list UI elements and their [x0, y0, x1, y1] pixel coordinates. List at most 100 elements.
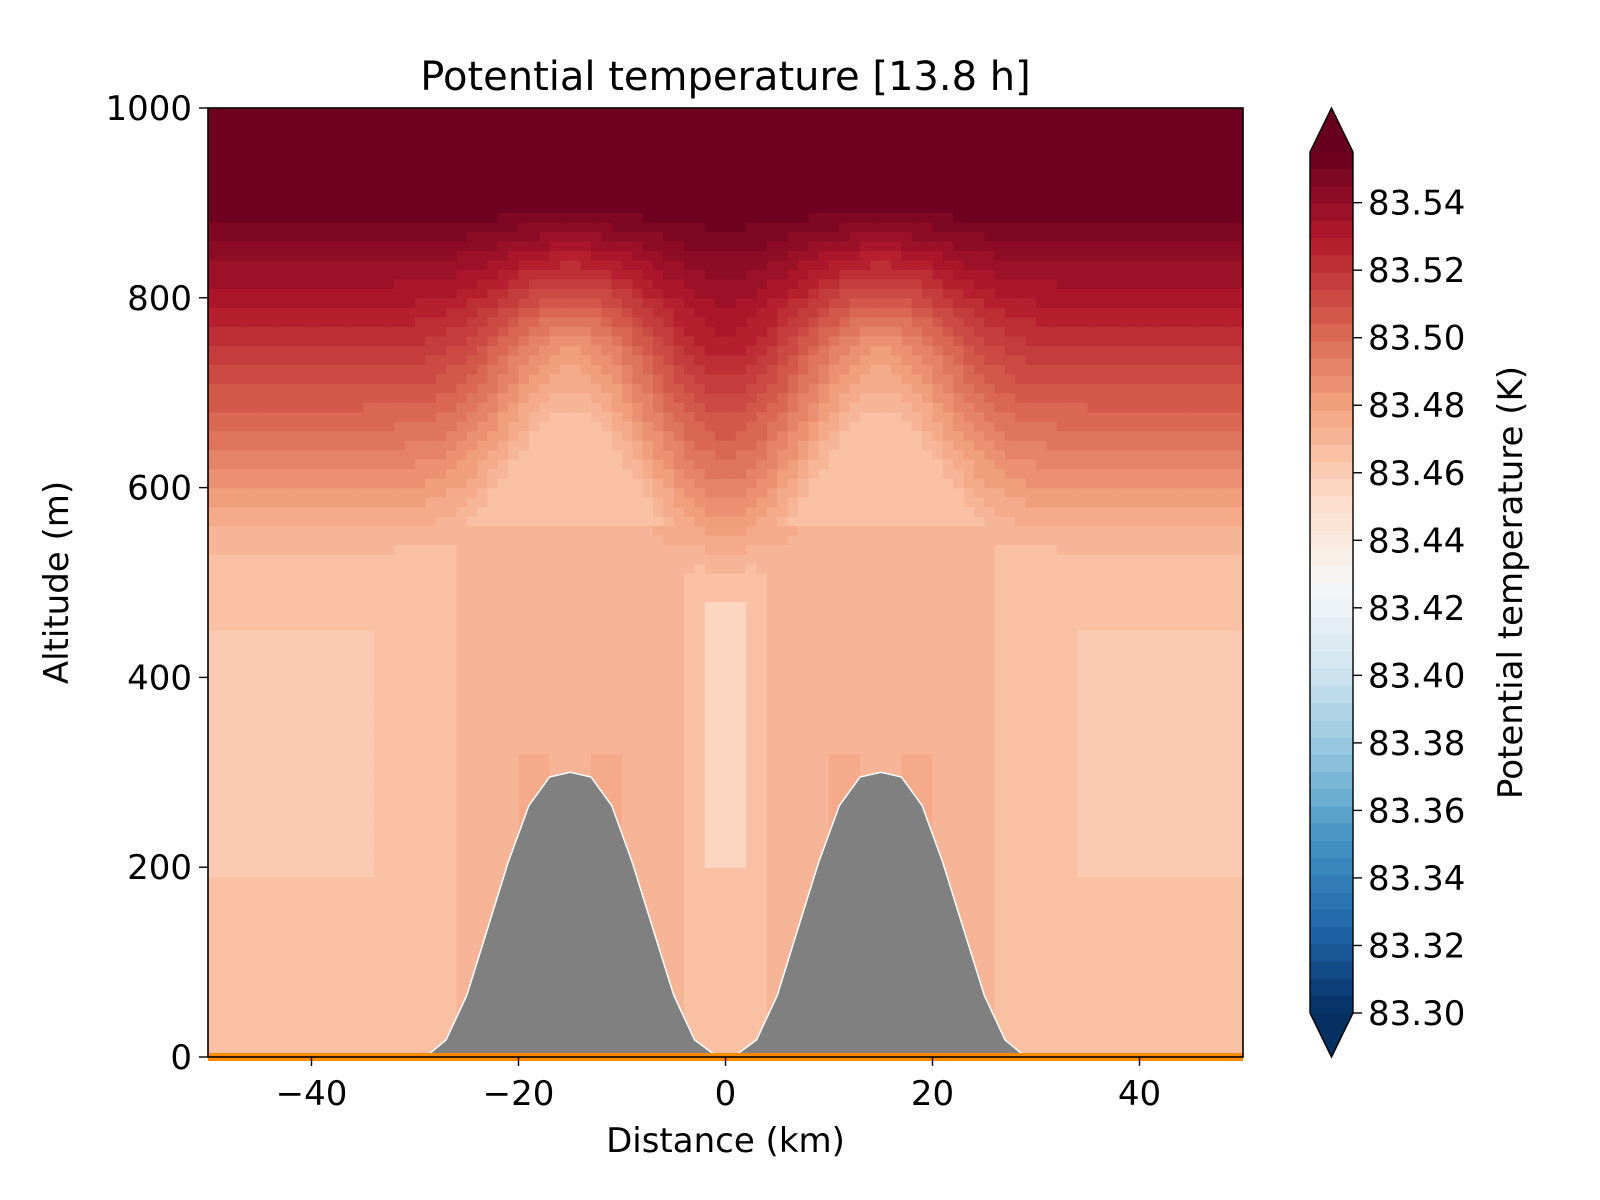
- field-cell: [373, 962, 385, 973]
- field-cell: [694, 307, 706, 318]
- field-cell: [684, 326, 696, 337]
- field-cell: [383, 743, 395, 754]
- field-cell: [383, 126, 395, 138]
- field-cell: [466, 791, 478, 802]
- field-cell: [352, 335, 364, 346]
- field-cell: [383, 895, 395, 906]
- field-cell: [570, 326, 582, 337]
- field-cell: [301, 174, 313, 185]
- field-cell: [280, 573, 292, 584]
- field-cell: [590, 516, 602, 527]
- field-cell: [373, 857, 385, 868]
- field-cell: [549, 297, 561, 308]
- field-cell: [611, 354, 623, 365]
- field-cell: [342, 1028, 354, 1039]
- field-cell: [477, 402, 489, 413]
- field-cell: [218, 753, 230, 764]
- field-cell: [466, 962, 478, 973]
- field-cell: [425, 316, 437, 327]
- field-cell: [259, 573, 271, 584]
- field-cell: [684, 354, 696, 365]
- field-cell: [559, 639, 571, 650]
- field-cell: [466, 857, 478, 868]
- field-cell: [539, 696, 551, 707]
- field-cell: [394, 136, 406, 147]
- field-cell: [673, 838, 685, 849]
- field-cell: [435, 307, 447, 318]
- field-cell: [270, 1009, 282, 1020]
- field-cell: [415, 145, 426, 157]
- field-cell: [528, 411, 540, 422]
- field-cell: [321, 108, 333, 119]
- field-cell: [642, 278, 654, 289]
- field-cell: [301, 307, 313, 318]
- field-cell: [663, 573, 675, 584]
- field-cell: [694, 696, 706, 707]
- field-cell: [342, 734, 354, 745]
- field-cell: [611, 724, 623, 735]
- field-cell: [704, 867, 716, 878]
- field-cell: [446, 164, 457, 176]
- field-cell: [673, 240, 685, 251]
- field-cell: [435, 629, 447, 641]
- field-cell: [373, 620, 385, 631]
- field-cell: [208, 269, 219, 280]
- field-cell: [559, 354, 571, 365]
- field-cell: [435, 857, 447, 868]
- field-cell: [228, 857, 240, 868]
- field-cell: [642, 658, 654, 669]
- field-cell: [280, 373, 292, 384]
- field-cell: [487, 563, 499, 574]
- field-cell: [487, 459, 499, 470]
- field-cell: [653, 278, 664, 289]
- field-cell: [622, 497, 633, 508]
- field-cell: [249, 554, 261, 565]
- field-cell: [694, 117, 706, 128]
- field-cell: [373, 421, 385, 432]
- field-cell: [311, 459, 323, 470]
- field-cell: [622, 468, 633, 479]
- field-cell: [570, 686, 582, 697]
- field-cell: [435, 392, 447, 403]
- field-cell: [673, 155, 685, 166]
- field-cell: [446, 601, 457, 612]
- field-cell: [435, 743, 447, 754]
- field-cell: [694, 297, 706, 308]
- field-cell: [632, 383, 644, 394]
- field-cell: [487, 497, 499, 508]
- field-cell: [570, 639, 582, 650]
- field-cell: [477, 449, 489, 460]
- field-cell: [684, 962, 696, 973]
- field-cell: [352, 582, 364, 593]
- field-cell: [704, 221, 716, 232]
- field-cell: [311, 421, 323, 432]
- field-cell: [559, 715, 571, 726]
- field-cell: [611, 696, 623, 707]
- field-cell: [363, 354, 375, 365]
- field-cell: [642, 886, 654, 897]
- field-cell: [673, 810, 685, 821]
- field-cell: [684, 544, 696, 555]
- field-cell: [570, 440, 582, 451]
- field-cell: [559, 278, 571, 289]
- field-cell: [228, 212, 240, 223]
- field-cell: [715, 155, 727, 166]
- field-cell: [415, 250, 426, 261]
- field-cell: [218, 895, 230, 906]
- field-cell: [290, 497, 302, 508]
- field-cell: [518, 554, 530, 565]
- field-cell: [611, 582, 623, 593]
- field-cell: [363, 440, 375, 451]
- field-cell: [259, 364, 271, 375]
- field-cell: [663, 629, 675, 641]
- field-cell: [342, 402, 354, 413]
- field-cell: [580, 620, 592, 631]
- field-cell: [590, 478, 602, 489]
- field-cell: [570, 629, 582, 641]
- field-cell: [404, 743, 416, 754]
- field-cell: [270, 848, 282, 859]
- field-cell: [549, 269, 561, 280]
- field-cell: [270, 193, 282, 204]
- field-cell: [394, 449, 406, 460]
- field-cell: [580, 297, 592, 308]
